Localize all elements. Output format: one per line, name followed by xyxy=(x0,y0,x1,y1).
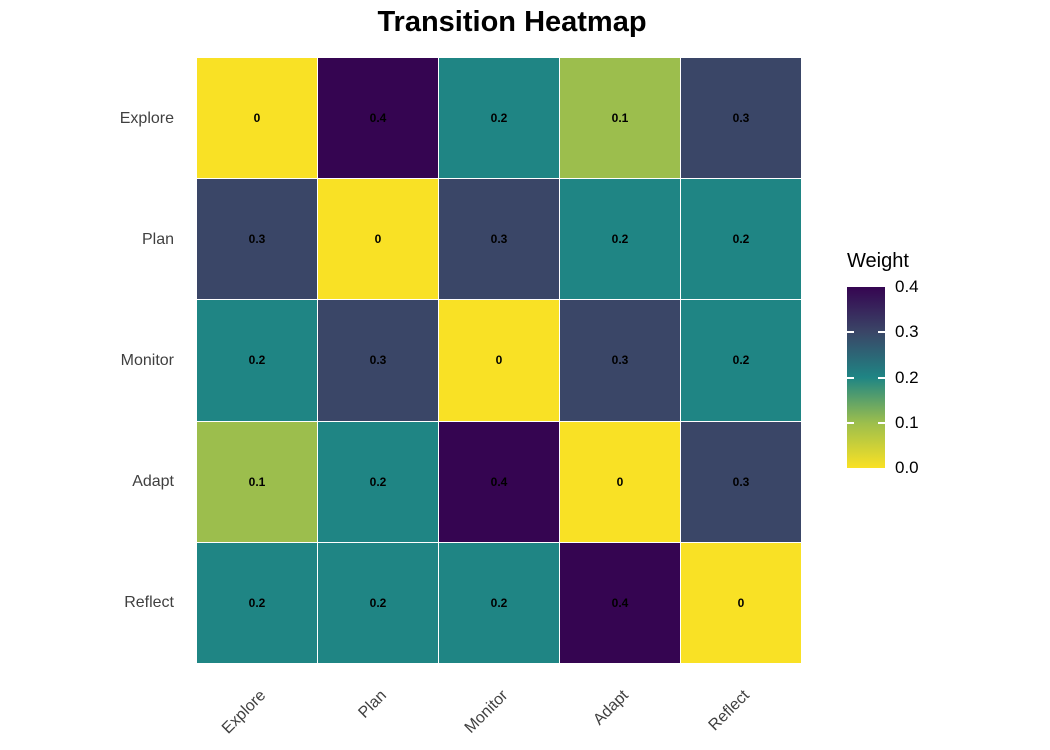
heatmap-panel: 0 0.4 0.2 0.1 0.3 0.3 0 0.3 0.2 0.2 0.2 0.3 0 0.3 0.2 0… xyxy=(197,58,801,663)
heatmap-cell-plan-explore: 0.3 xyxy=(197,179,317,300)
legend-tick-mark xyxy=(847,331,854,334)
legend-tick-label-0.0: 0.0 xyxy=(895,458,919,477)
heatmap-cell-explore-monitor: 0.2 xyxy=(439,58,559,179)
heatmap-cell-explore-explore: 0 xyxy=(197,58,317,179)
heatmap-cell-adapt-explore: 0.1 xyxy=(197,421,317,542)
heatmap-cell-plan-reflect: 0.2 xyxy=(681,179,801,300)
y-axis-label-explore: Explore xyxy=(119,109,174,127)
heatmap-cell-reflect-explore: 0.2 xyxy=(197,542,317,663)
heatmap-cell-plan-plan: 0 xyxy=(318,179,438,300)
heatmap-cell-reflect-monitor: 0.2 xyxy=(439,542,559,663)
y-axis-label-reflect: Reflect xyxy=(124,593,174,611)
heatmap-cell-monitor-explore: 0.2 xyxy=(197,300,317,421)
heatmap-cell-explore-plan: 0.4 xyxy=(318,58,438,179)
x-axis-label-explore: Explore xyxy=(219,687,270,738)
legend-title: Weight xyxy=(847,250,909,272)
heatmap-cell-reflect-reflect: 0 xyxy=(681,542,801,663)
legend-tick-mark xyxy=(847,376,854,379)
y-axis-labels: Explore Plan Monitor Adapt Reflect xyxy=(0,58,174,663)
heatmap-cell-plan-adapt: 0.2 xyxy=(560,179,680,300)
y-axis-label-adapt: Adapt xyxy=(132,472,174,490)
heatmap-cell-monitor-monitor: 0 xyxy=(439,300,559,421)
heatmap-cell-plan-monitor: 0.3 xyxy=(439,179,559,300)
heatmap-cell-reflect-adapt: 0.4 xyxy=(560,542,680,663)
legend-tick-label-0.2: 0.2 xyxy=(895,367,919,387)
x-axis-label-reflect: Reflect xyxy=(705,687,753,735)
heatmap-cell-monitor-adapt: 0.3 xyxy=(560,300,680,421)
heatmap-cell-adapt-adapt: 0 xyxy=(560,421,680,542)
legend-tick-mark xyxy=(878,331,885,334)
legend-tick-label-0.4: 0.4 xyxy=(895,277,919,296)
heatmap-cell-monitor-reflect: 0.2 xyxy=(681,300,801,421)
y-axis-label-plan: Plan xyxy=(141,230,174,248)
legend-tick-mark xyxy=(847,421,854,424)
heatmap-cell-explore-adapt: 0.1 xyxy=(560,58,680,179)
legend-tick-label-0.1: 0.1 xyxy=(895,412,919,432)
legend-tick-label-0.3: 0.3 xyxy=(895,322,919,342)
heatmap-cell-reflect-plan: 0.2 xyxy=(318,542,438,663)
heatmap-cell-adapt-monitor: 0.4 xyxy=(439,421,559,542)
legend-colorbar xyxy=(847,287,885,468)
legend-tick-mark xyxy=(878,421,885,424)
chart-title: Transition Heatmap xyxy=(377,6,647,38)
heatmap-cell-explore-reflect: 0.3 xyxy=(681,58,801,179)
legend-tick-mark xyxy=(878,376,885,379)
heatmap-cell-monitor-plan: 0.3 xyxy=(318,300,438,421)
x-axis-label-monitor: Monitor xyxy=(461,687,512,737)
legend: Weight 0.4 0.3 0.2 0.1 0.0 xyxy=(845,250,1025,500)
heatmap-cell-adapt-reflect: 0.3 xyxy=(681,421,801,542)
x-axis-label-adapt: Adapt xyxy=(590,687,632,729)
heatmap-cell-adapt-plan: 0.2 xyxy=(318,421,438,542)
x-axis-label-plan: Plan xyxy=(355,687,391,722)
y-axis-label-monitor: Monitor xyxy=(120,351,174,369)
